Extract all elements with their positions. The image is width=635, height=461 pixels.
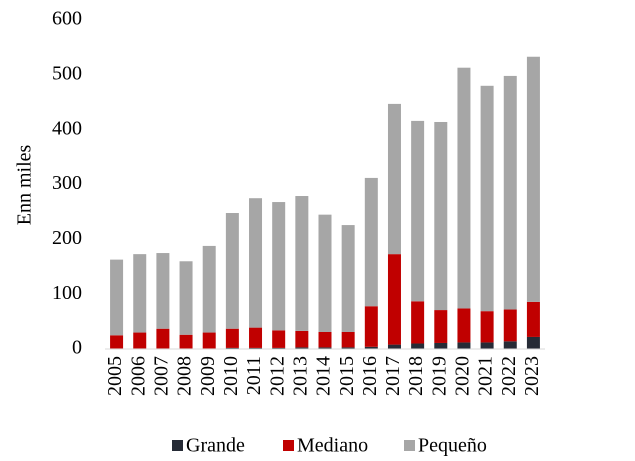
bar-segment (249, 347, 263, 349)
bar-segment (249, 198, 263, 328)
bar-segment (457, 308, 471, 343)
bar-segment (503, 75, 517, 310)
bar-segment (480, 311, 494, 343)
bar-segment (503, 341, 517, 349)
x-tick-label: 2019 (428, 356, 450, 396)
bar-segment (249, 327, 263, 348)
bar-segment (272, 347, 286, 349)
y-tick-label: 400 (52, 117, 82, 139)
legend-swatch (172, 440, 183, 451)
bar-segment (179, 261, 193, 335)
x-tick-label: 2023 (521, 356, 543, 396)
bar-segment (318, 347, 332, 349)
bar-segment (272, 330, 286, 348)
bar-segment (110, 259, 124, 336)
y-tick-label: 500 (52, 62, 82, 84)
x-tick-label: 2007 (150, 356, 172, 396)
bar-segment (156, 328, 170, 349)
legend-label: Mediano (297, 435, 368, 457)
bar-segment (480, 342, 494, 349)
x-tick-label: 2013 (289, 356, 311, 396)
bar-segment (133, 254, 147, 333)
y-tick-label: 200 (52, 227, 82, 249)
x-tick-label: 2010 (220, 356, 242, 396)
x-tick-label: 2012 (266, 356, 288, 396)
bar-segment (272, 202, 286, 331)
bar-segment (434, 342, 448, 349)
bar-segment (110, 335, 124, 349)
bar-segment (387, 103, 401, 255)
bar-segment (387, 344, 401, 349)
bar-segment (434, 121, 448, 311)
bar-segment (133, 332, 147, 349)
bar-segment (480, 85, 494, 312)
x-tick-label: 2017 (382, 356, 404, 396)
bar-segment (318, 332, 332, 348)
bar-segment (364, 177, 378, 307)
bar-segment (526, 301, 540, 337)
bar-segment (202, 245, 216, 333)
bar-segment (156, 253, 170, 329)
x-tick-label: 2005 (104, 356, 126, 396)
bar-segment (503, 309, 517, 342)
bar-segment (526, 56, 540, 302)
x-tick-label: 2015 (336, 356, 358, 396)
x-tick-label: 2008 (174, 356, 196, 396)
legend-swatch (283, 440, 294, 451)
bar-segment (225, 328, 239, 348)
x-tick-label: 2022 (498, 356, 520, 396)
bar-segment (457, 342, 471, 349)
x-tick-label: 2016 (359, 356, 381, 396)
bar-segment (295, 196, 309, 331)
legend-swatch (404, 440, 415, 451)
bar-segment (364, 346, 378, 349)
bar-segment (434, 310, 448, 343)
x-tick-label: 2018 (405, 356, 427, 396)
bar-segment (457, 67, 471, 309)
bar-segment (295, 330, 309, 348)
bar-segment (387, 254, 401, 345)
bar-segment (411, 343, 425, 349)
y-axis-label: Enn miles (14, 145, 36, 226)
bar-segment (341, 225, 355, 333)
x-tick-label: 2020 (452, 356, 474, 396)
legend-label: Grande (186, 435, 245, 457)
y-tick-label: 100 (52, 282, 82, 304)
bar-segment (341, 332, 355, 348)
x-tick-label: 2011 (243, 356, 265, 395)
bar-segment (225, 347, 239, 349)
x-tick-label: 2006 (127, 356, 149, 396)
y-tick-label: 600 (52, 8, 82, 30)
bar-segment (411, 120, 425, 302)
y-tick-label: 300 (52, 172, 82, 194)
bar-segment (225, 213, 239, 329)
bar-segment (341, 347, 355, 349)
bar-segment (318, 214, 332, 333)
bar-segment (202, 332, 216, 349)
legend-label: Pequeño (418, 435, 487, 457)
bar-segment (526, 336, 540, 349)
bar-segment (179, 334, 193, 349)
x-tick-label: 2009 (197, 356, 219, 396)
x-tick-label: 2021 (475, 356, 497, 396)
bar-segment (364, 306, 378, 347)
y-tick-label: 0 (72, 337, 82, 359)
bar-segment (411, 301, 425, 344)
x-tick-label: 2014 (313, 356, 335, 396)
bar-segment (295, 347, 309, 349)
